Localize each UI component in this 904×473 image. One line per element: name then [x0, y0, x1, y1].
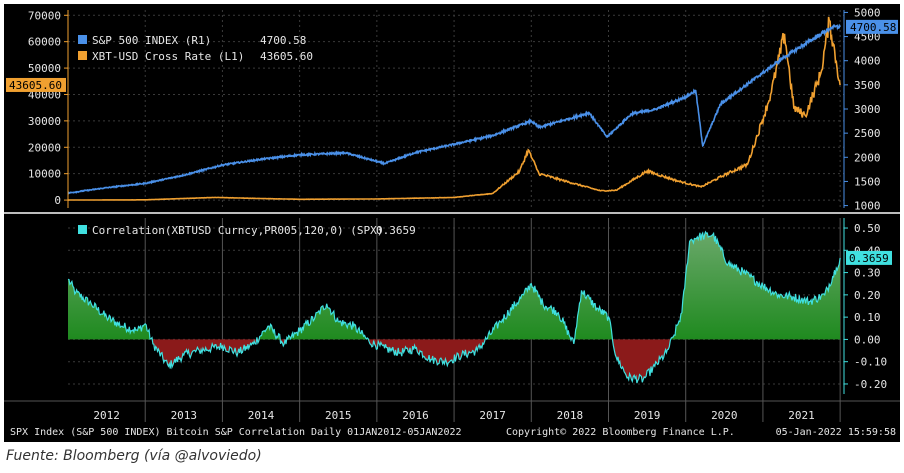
legend-label-corr: Correlation(XBTUSD Curncy,PR005,120,0) (…: [92, 224, 383, 237]
right-tick-label: 3000: [854, 103, 881, 116]
footer-left-text: SPX Index (S&P 500 INDEX) Bitcoin S&P Co…: [10, 427, 462, 438]
badge-spx-bg: [846, 19, 898, 34]
chart-frame: 0 10000 20000 30000 40000 50000 60000 70000 1000…: [4, 4, 900, 442]
footer-copyright-text: Copyright© 2022 Bloomberg Finance L.P.: [506, 427, 735, 438]
left-tick-label: 60000: [28, 36, 61, 49]
year-label: 2013: [171, 409, 198, 422]
year-label: 2019: [634, 409, 661, 422]
right-tick-label: 2500: [854, 127, 881, 140]
correlation-fill: [68, 231, 841, 383]
legend-value-corr: 0.3659: [376, 224, 416, 237]
corr-tick-label: 0.50: [854, 222, 881, 235]
correlation-positive-area: [68, 231, 841, 340]
corr-tick-label: 0.10: [854, 311, 881, 324]
legend-value-spx: 4700.58: [260, 34, 306, 47]
legends: S&P 500 INDEX (R1) 4700.58 XBT-USD Cross R…: [78, 34, 416, 237]
right-tick-label: 3500: [854, 79, 881, 92]
left-tick-label: 30000: [28, 115, 61, 128]
spx-line: [67, 23, 841, 195]
badge-btc-bg: [6, 77, 66, 92]
footer-timestamp-text: 05-Jan-2022 15:59:58: [776, 427, 896, 438]
left-tick-label: 20000: [28, 141, 61, 154]
corr-tick-label: 0.00: [854, 333, 881, 346]
year-label: 2020: [711, 409, 738, 422]
left-tick-label: 70000: [28, 9, 61, 22]
year-labels: 2012 2013 2014 2015 2016 2017 2018 2019 2020 2021: [93, 409, 814, 422]
year-label: 2016: [402, 409, 429, 422]
value-badges: 4700.58 43605.60 0.3659: [6, 19, 898, 265]
legend-swatch-corr: [78, 225, 87, 234]
series-lines: [67, 16, 841, 384]
legend-label-btc: XBT-USD Cross Rate (L1): [92, 50, 244, 63]
corr-tick-label: 0.20: [854, 289, 881, 302]
left-tick-label: 50000: [28, 62, 61, 75]
bottom-grid: [68, 218, 844, 422]
legend-value-btc: 43605.60: [260, 50, 313, 63]
year-label: 2018: [557, 409, 584, 422]
right-tick-label: 4000: [854, 55, 881, 68]
badge-spx-value: 4700.58: [850, 21, 896, 34]
chart-svg: 0100002000030000400005000060000700001000…: [4, 6, 900, 438]
year-label: 2012: [93, 409, 120, 422]
corr-tick-label: 0.30: [854, 267, 881, 280]
right-tick-label: 1000: [854, 200, 881, 213]
legend-swatch-btc: [78, 51, 87, 60]
badge-corr-bg: [846, 250, 892, 265]
correlation-negative-area: [68, 339, 841, 383]
legend-label-spx: S&P 500 INDEX (R1): [92, 34, 211, 47]
image-caption: Fuente: Bloomberg (vía @alvoviedo): [6, 448, 262, 464]
corr-tick-label: -0.10: [854, 356, 887, 369]
right-tick-label: 1500: [854, 175, 881, 188]
right-tick-label: 5000: [854, 6, 881, 19]
badge-corr-value: 0.3659: [849, 252, 889, 265]
left-tick-label: 10000: [28, 168, 61, 181]
right-tick-label: 2000: [854, 151, 881, 164]
badge-btc-value: 43605.60: [9, 79, 62, 92]
year-label: 2021: [788, 409, 815, 422]
year-label: 2015: [325, 409, 352, 422]
btc-line: [68, 16, 841, 201]
top-grid: [68, 10, 844, 208]
year-label: 2014: [248, 409, 275, 422]
legend-swatch-spx: [78, 35, 87, 44]
left-tick-label: 0: [54, 194, 61, 207]
corr-tick-label: -0.20: [854, 378, 887, 391]
year-label: 2017: [479, 409, 506, 422]
correlation-line: [67, 230, 841, 384]
